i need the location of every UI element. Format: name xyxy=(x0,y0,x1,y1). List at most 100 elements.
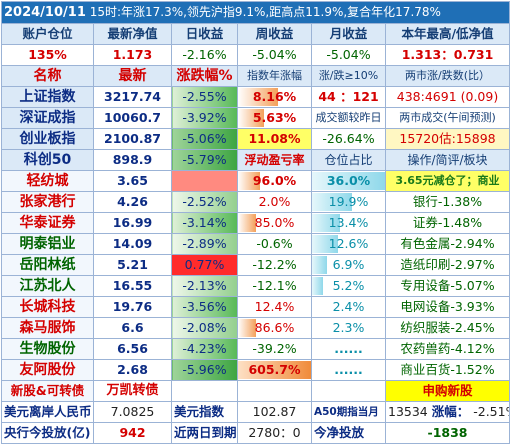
index-row[interactable]: 深证成指 10060.7 -3.92% 5.63% 成交额较昨日 两市成交(午间… xyxy=(1,107,510,129)
index-price: 2100.87 xyxy=(93,128,172,150)
pboc-injection-value: 942 xyxy=(93,422,172,444)
stock-row[interactable]: 张家港行 4.26 -2.52% 2.0% 19.9% 银行-1.38% xyxy=(1,191,510,213)
index-change: -5.79% xyxy=(171,149,238,171)
change-col-header: 涨跌幅% xyxy=(171,65,238,87)
year-high-low-value: 1.313：0.731 xyxy=(385,44,510,66)
stock-price: 4.26 xyxy=(93,191,172,213)
account-header-row: 账户仓位 最新净值 日收益 周收益 月收益 本年最高/低净值 xyxy=(1,23,510,45)
index-yearly-change: 5.63% xyxy=(237,107,312,129)
stock-price: 19.76 xyxy=(93,296,172,318)
stock-row[interactable]: 华泰证券 16.99 -3.14% 85.0% 13.4% 证券-1.48% xyxy=(1,212,510,234)
stock-row[interactable]: 友阿股份 2.68 -5.96% 605.7% ...... 商业百货-1.52… xyxy=(1,359,510,381)
index-header-row: 名称 最新 涨跌幅% 指数年涨幅 涨/跌≥10% 两市涨/跌数(比） xyxy=(1,65,510,87)
stock-floating-pnl: -12.2% xyxy=(237,254,312,276)
pboc-footer-row: 央行今投放(亿) 942 近两日到期 2780：0 今净投放 -1838 xyxy=(1,422,510,444)
daily-return-label: 日收益 xyxy=(171,23,238,45)
report-summary: 15时:年涨17.3%,领先沪指9.1%,距高点11.9%,复合年化17.78% xyxy=(89,5,441,19)
turnover-estimate: 15720估:15898 xyxy=(385,128,510,150)
index-yearly-col-header: 指数年涨幅 xyxy=(237,65,312,87)
stock-row[interactable]: 岳阳林纸 5.21 0.77% -12.2% 6.9% 造纸印刷-2.97% xyxy=(1,254,510,276)
stock-name[interactable]: 友阿股份 xyxy=(1,359,94,381)
stock-note: 商业百货-1.52% xyxy=(385,359,510,381)
stock-floating-pnl: 86.6% xyxy=(237,317,312,339)
year-high-low-label: 本年最高/低净值 xyxy=(385,23,510,45)
turnover-change: -26.64% xyxy=(311,128,386,150)
account-position-value: 135% xyxy=(1,44,94,66)
stock-price: 16.55 xyxy=(93,275,172,297)
stock-change: -4.23% xyxy=(171,338,238,360)
up-down-count: 438:4691 (0.09) xyxy=(385,86,510,108)
stock-note: 银行-1.38% xyxy=(385,191,510,213)
report-date: 2024/10/11 xyxy=(4,5,86,20)
index-name[interactable]: 上证指数 xyxy=(1,86,94,108)
stock-name[interactable]: 江苏北人 xyxy=(1,275,94,297)
stock-price: 3.65 xyxy=(93,170,172,192)
stock-row[interactable]: 明泰铝业 14.09 -2.89% -0.6% 12.6% 有色金属-2.94% xyxy=(1,233,510,255)
dollar-index-label: 美元指数 xyxy=(171,401,238,423)
a50-change-value: -2.51% xyxy=(473,404,508,419)
stock-price: 5.21 xyxy=(93,254,172,276)
stock-name[interactable]: 轻纺城 xyxy=(1,170,94,192)
stock-row[interactable]: 生物股份 6.56 -4.23% -39.2% ...... 农药兽药-4.12… xyxy=(1,338,510,360)
stock-floating-pnl: -0.6% xyxy=(237,233,312,255)
latest-nav-value: 1.173 xyxy=(93,44,172,66)
stock-name[interactable]: 华泰证券 xyxy=(1,212,94,234)
stock-price: 6.6 xyxy=(93,317,172,339)
stock-row[interactable]: 长城科技 19.76 -3.56% 12.4% 2.4% 电网设备-3.93% xyxy=(1,296,510,318)
stock-row[interactable]: 森马服饰 6.6 -2.08% 86.6% 2.3% 纺织服装-2.45% xyxy=(1,317,510,339)
stock-row[interactable]: 轻纺城 3.65 96.0% 36.0% 3.65元减仓了；商业 xyxy=(1,170,510,192)
index-row[interactable]: 创业板指 2100.87 -5.06% 11.08% -26.64% 15720… xyxy=(1,128,510,150)
stock-note: 农药兽药-4.12% xyxy=(385,338,510,360)
stock-price: 2.68 xyxy=(93,359,172,381)
stock-position-share: ...... xyxy=(311,338,386,360)
stock-floating-pnl: -39.2% xyxy=(237,338,312,360)
stock-floating-pnl: 605.7% xyxy=(237,359,312,381)
turnover-vs-yesterday-label: 成交额较昨日 xyxy=(311,107,386,129)
stock-name[interactable]: 岳阳林纸 xyxy=(1,254,94,276)
position-share-col-header: 仓位占比 xyxy=(311,149,386,171)
stock-row[interactable]: 江苏北人 16.55 -2.13% -12.1% 5.2% 专用设备-5.07% xyxy=(1,275,510,297)
index-name[interactable]: 科创50 xyxy=(1,149,94,171)
stock-position-share: 12.6% xyxy=(311,233,386,255)
operation-col-header: 操作/简评/板块 xyxy=(385,149,510,171)
index-row[interactable]: 科创50 898.9 -5.79% 浮动盈亏率 仓位占比 操作/简评/板块 xyxy=(1,149,510,171)
stock-name[interactable]: 张家港行 xyxy=(1,191,94,213)
index-name[interactable]: 深证成指 xyxy=(1,107,94,129)
new-bond-row: 新股&可转债 万凯转债 申购新股 xyxy=(1,380,510,402)
weekly-return-value: -5.04% xyxy=(237,44,312,66)
stock-name[interactable]: 生物股份 xyxy=(1,338,94,360)
pboc-injection-label: 央行今投放(亿) xyxy=(1,422,94,444)
stock-position-share: 19.9% xyxy=(311,191,386,213)
stock-change: -2.89% xyxy=(171,233,238,255)
stock-name[interactable]: 长城科技 xyxy=(1,296,94,318)
net-injection-value: -1838 xyxy=(385,422,510,444)
stock-change xyxy=(171,170,238,192)
stock-note: 电网设备-3.93% xyxy=(385,296,510,318)
account-values-row: 135% 1.173 -2.16% -5.04% -5.04% 1.313：0.… xyxy=(1,44,510,66)
index-row[interactable]: 上证指数 3217.74 -2.55% 8.16% 44 ：121 438:46… xyxy=(1,86,510,108)
index-name[interactable]: 创业板指 xyxy=(1,128,94,150)
stock-position-share: ...... xyxy=(311,359,386,381)
stock-change: -2.52% xyxy=(171,191,238,213)
new-bond-name[interactable]: 万凯转债 xyxy=(93,380,172,402)
up-down-ratio: 44 ：121 xyxy=(311,86,386,108)
stock-note: 造纸印刷-2.97% xyxy=(385,254,510,276)
maturing-label: 近两日到期 xyxy=(171,422,238,444)
usd-cnh-label: 美元离岸人民币 xyxy=(1,401,94,423)
stock-position-share: 6.9% xyxy=(311,254,386,276)
stock-change: -3.56% xyxy=(171,296,238,318)
stock-position-share: 36.0% xyxy=(311,170,386,192)
net-injection-label: 今净投放 xyxy=(311,422,386,444)
stock-name[interactable]: 明泰铝业 xyxy=(1,233,94,255)
limit-ratio-col-header: 涨/跌≥10% xyxy=(311,65,386,87)
a50-futures-cell: 13534 涨幅： -2.51% xyxy=(385,401,510,423)
stock-change: 0.77% xyxy=(171,254,238,276)
subscribe-new-stock-button[interactable]: 申购新股 xyxy=(385,380,510,402)
stock-floating-pnl: -12.1% xyxy=(237,275,312,297)
stock-floating-pnl: 85.0% xyxy=(237,212,312,234)
stock-floating-pnl: 12.4% xyxy=(237,296,312,318)
a50-change-label: 涨幅： xyxy=(431,404,470,419)
stock-name[interactable]: 森马服饰 xyxy=(1,317,94,339)
